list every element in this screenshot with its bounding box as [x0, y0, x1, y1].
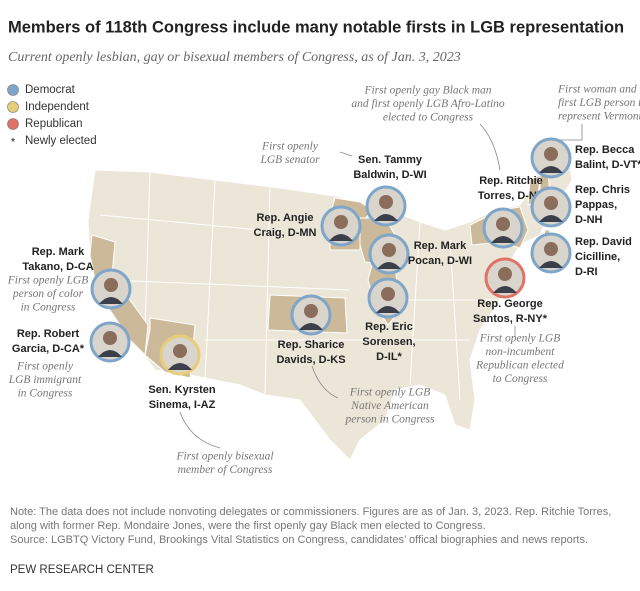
- member-name: Torres, D-NY: [478, 190, 545, 202]
- member-name: Rep. Eric: [365, 321, 413, 333]
- member-name: Craig, D-MN: [254, 227, 317, 239]
- member-note: and first openly LGB Afro-Latino: [351, 98, 505, 110]
- member-name: Rep. Robert: [17, 328, 80, 340]
- member-name: Rep. David: [575, 236, 632, 248]
- photo-body: [493, 286, 517, 293]
- photo-body: [376, 306, 400, 313]
- member-name: Rep. George: [477, 298, 542, 310]
- member-name: Rep. Sharice: [278, 339, 345, 351]
- member-note: First openly bisexual: [175, 451, 273, 463]
- title: Members of 118th Congress include many n…: [8, 18, 624, 36]
- photo-head: [173, 344, 187, 358]
- member-note: First openly LGB: [349, 387, 431, 399]
- member-name: Pappas,: [575, 199, 617, 211]
- member-name: Sen. Kyrsten: [148, 384, 216, 396]
- member-note: first LGB person to: [558, 97, 640, 109]
- photo-head: [544, 196, 558, 210]
- member-note: Republican elected: [475, 360, 564, 372]
- photo-head: [304, 304, 318, 318]
- member-name: Cicilline,: [575, 251, 620, 263]
- legend-marker: *: [11, 137, 16, 149]
- photo-head: [103, 331, 117, 345]
- legend-label: Democrat: [25, 84, 76, 96]
- photo-head: [544, 147, 558, 161]
- member-note: First openly: [261, 141, 319, 153]
- member-name: Santos, R-NY*: [473, 313, 548, 325]
- legend-label: Independent: [25, 101, 90, 113]
- photo-body: [377, 262, 401, 269]
- member-note: Native American: [350, 400, 429, 412]
- member-name: Rep. Ritchie: [479, 175, 543, 187]
- member-name: Rep. Chris: [575, 184, 630, 196]
- member-name: Sinema, I-AZ: [149, 399, 216, 411]
- legend-label: Republican: [25, 118, 83, 130]
- photo-body: [539, 261, 563, 268]
- member-name: Balint, D-VT*: [575, 159, 640, 171]
- subtitle: Current openly lesbian, gay or bisexual …: [8, 50, 461, 65]
- photo-body: [539, 215, 563, 222]
- member-note: member of Congress: [178, 464, 273, 476]
- photo-body: [99, 297, 123, 304]
- photo-head: [334, 215, 348, 229]
- source: Source: LGBTQ Victory Fund, Brookings Vi…: [10, 534, 588, 546]
- member-note: non-incumbent: [486, 346, 556, 358]
- member-name: Sorensen,: [362, 336, 415, 348]
- photo-body: [299, 323, 323, 330]
- brand: PEW RESEARCH CENTER: [10, 564, 154, 576]
- member-note: to Congress: [493, 373, 548, 385]
- photo-body: [329, 234, 353, 241]
- member-name: Sen. Tammy: [358, 154, 423, 166]
- photo-head: [381, 287, 395, 301]
- photo-head: [496, 217, 510, 231]
- member-name: D-IL*: [376, 351, 402, 363]
- member-note: First openly: [16, 361, 74, 373]
- leader-lines: [179, 123, 583, 449]
- member-note: in Congress: [18, 388, 73, 400]
- member-note: First openly LGB: [479, 333, 561, 345]
- photo-head: [379, 195, 393, 209]
- photo-head: [382, 243, 396, 257]
- member-note: represent Vermont: [558, 111, 640, 123]
- photo-head: [544, 242, 558, 256]
- photo-body: [98, 350, 122, 357]
- member-name: Baldwin, D-WI: [353, 169, 426, 181]
- member-note: person of color: [12, 288, 84, 300]
- legend-swatch: [7, 101, 19, 113]
- photo-body: [168, 363, 192, 370]
- member-note: elected to Congress: [383, 112, 474, 124]
- legend-swatch: [7, 84, 19, 96]
- member-note: LGB senator: [259, 154, 320, 166]
- legend-label: Newly elected: [25, 135, 97, 147]
- member-name: Rep. Angie: [256, 212, 313, 224]
- member-name: D-NH: [575, 214, 603, 226]
- member-name: Rep. Mark: [414, 240, 467, 252]
- member-note: person in Congress: [344, 414, 435, 426]
- note: Note: The data does not include nonvotin…: [10, 506, 612, 532]
- member-note: LGB immigrant: [8, 374, 82, 386]
- member-name: Garcia, D-CA*: [12, 343, 85, 355]
- member-name: Takano, D-CA: [22, 261, 93, 273]
- member-name: Rep. Becca: [575, 144, 635, 156]
- member-name: D-RI: [575, 266, 598, 278]
- photo-body: [491, 236, 515, 243]
- member-name: Pocan, D-WI: [408, 255, 472, 267]
- legend-swatch: [7, 118, 19, 130]
- photo-body: [374, 214, 398, 221]
- photo-head: [104, 278, 118, 292]
- member-note: First openly gay Black man: [363, 85, 491, 97]
- member-name: Davids, D-KS: [276, 354, 345, 366]
- member-note: First openly LGB: [7, 275, 89, 287]
- member-note: in Congress: [21, 302, 76, 314]
- photo-head: [498, 267, 512, 281]
- member-name: Rep. Mark: [32, 246, 85, 258]
- member-note: First woman and: [557, 84, 637, 96]
- photo-body: [539, 166, 563, 173]
